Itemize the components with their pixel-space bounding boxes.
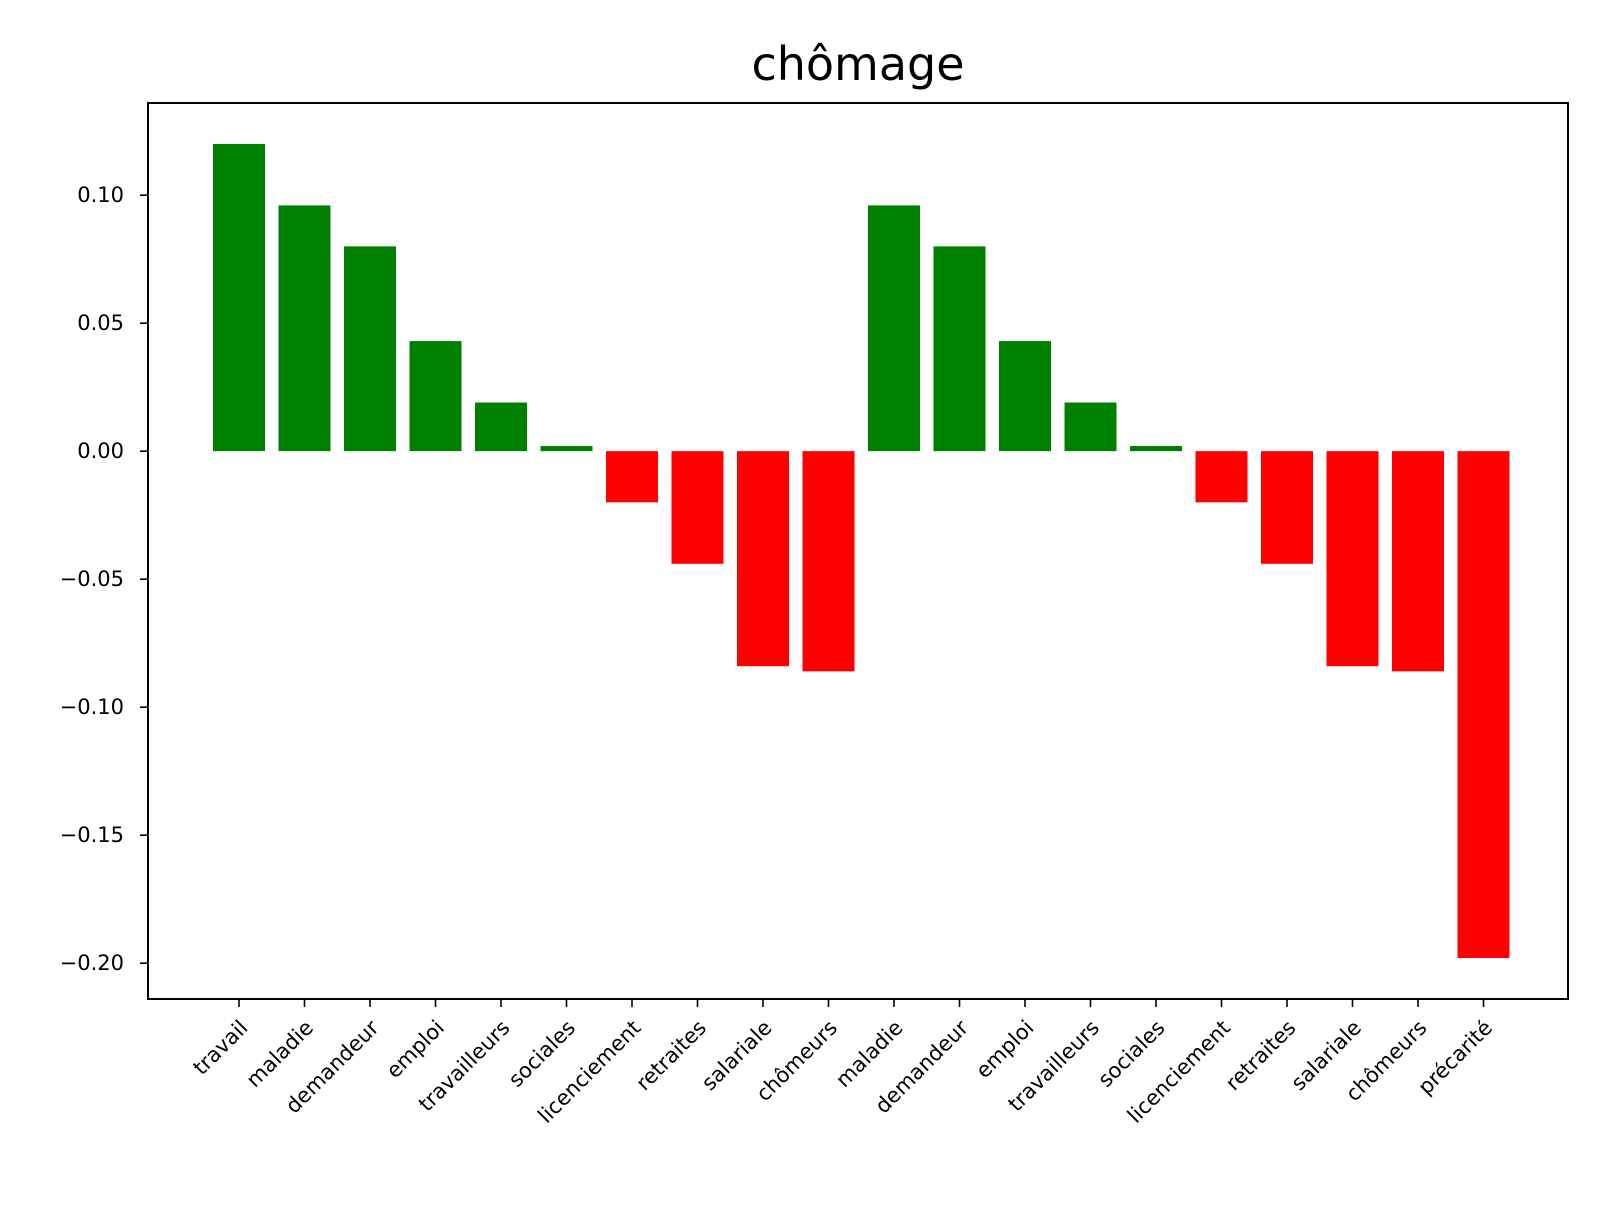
x-tick-label-16: retraites [1221, 1016, 1301, 1096]
bars-group [213, 143, 1510, 959]
bar-17 [1326, 451, 1379, 667]
bar-4 [475, 402, 527, 452]
bar-9 [802, 451, 855, 672]
bar-14 [1130, 446, 1182, 452]
bar-5 [540, 446, 593, 452]
y-axis: 0.10 0.05 0.00 −0.05 −0.10 −0.15 −0.20 [60, 183, 148, 975]
bar-7 [671, 451, 724, 564]
bar-13 [1064, 402, 1117, 452]
plot-frame [147, 102, 1569, 1000]
bar-1 [278, 205, 331, 452]
bar-12 [999, 341, 1051, 452]
bar-10 [868, 205, 920, 452]
bar-2 [344, 246, 396, 452]
bar-6 [606, 451, 658, 503]
bar-15 [1195, 451, 1248, 503]
bar-0 [213, 143, 265, 452]
bar-16 [1261, 451, 1313, 564]
chart-title: chômage [751, 37, 964, 91]
bar-3 [409, 341, 462, 452]
x-tick-label-0: travail [188, 1016, 252, 1080]
bar-8 [737, 451, 789, 667]
x-axis: travailmaladiedemandeuremploitravailleur… [188, 999, 1497, 1128]
y-tick-label-6: −0.20 [60, 951, 124, 975]
y-tick-label-1: 0.05 [77, 311, 124, 335]
y-tick-label-0: 0.10 [77, 183, 124, 207]
x-tick-label-7: retraites [631, 1016, 711, 1096]
y-tick-label-4: −0.10 [60, 695, 124, 719]
bar-11 [933, 246, 986, 452]
y-tick-label-5: −0.15 [60, 823, 124, 847]
y-tick-label-3: −0.05 [60, 567, 124, 591]
y-tick-label-2: 0.00 [77, 439, 124, 463]
bar-18 [1392, 451, 1444, 672]
bar-19 [1457, 451, 1510, 959]
